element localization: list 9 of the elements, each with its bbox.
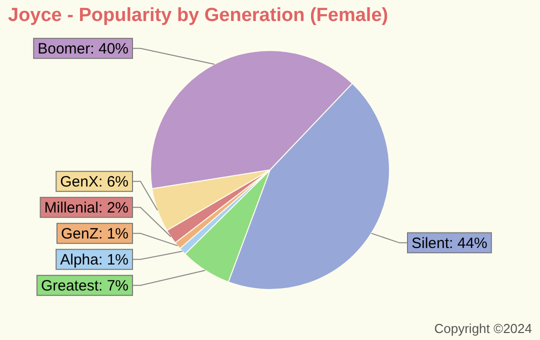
chart-title: Joyce - Popularity by Generation (Female) [8,5,388,27]
slice-label: Silent: 44% [412,234,488,252]
slice-label: Greatest: 7% [40,278,129,295]
slice-label: GenZ: 1% [60,226,128,243]
slice-label: Millenial: 2% [44,200,129,217]
slice-label: GenX: 6% [60,174,129,191]
text: Copyright ©2024 [434,321,532,336]
slice-label: Alpha: 1% [60,252,129,269]
slice-label: Boomer: 40% [38,40,129,58]
